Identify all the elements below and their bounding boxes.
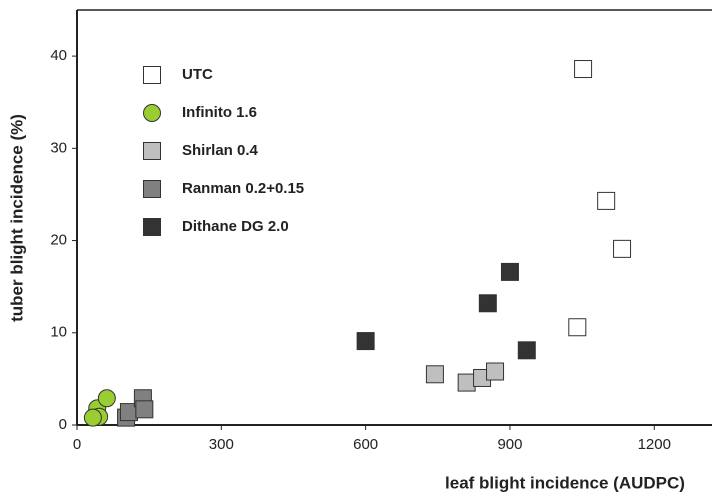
legend-marker [143,142,161,160]
x-axis-label: leaf blight incidence (AUDPC) [445,473,685,492]
y-axis-label: tuber blight incidence (%) [7,114,26,322]
point [425,365,444,384]
legend-label: Shirlan 0.4 [182,142,259,159]
y-tick-label: 10 [50,324,67,341]
legend-label: Ranman 0.2+0.15 [182,180,304,197]
legend-marker [143,218,161,236]
legend-label: Infinito 1.6 [182,104,257,121]
y-tick-label: 20 [50,232,67,249]
legend-label: Dithane DG 2.0 [182,218,289,235]
x-tick-label: 600 [353,436,378,453]
point [356,332,375,351]
y-tick-label: 0 [59,416,67,433]
y-tick-label: 40 [50,47,67,64]
point [613,239,632,258]
x-tick-label: 300 [209,436,234,453]
legend-marker [143,66,161,84]
point [478,294,497,313]
y-tick-label: 30 [50,139,67,156]
point [83,408,102,427]
legend-marker [143,180,161,198]
point [97,389,116,408]
legend-label: UTC [182,66,213,83]
point [574,60,593,79]
point [517,341,536,360]
point [597,191,616,210]
point [500,262,519,281]
x-tick-label: 0 [73,436,81,453]
x-tick-label: 1200 [638,436,671,453]
point [486,362,505,381]
x-tick-label: 900 [497,436,522,453]
point [568,318,587,337]
legend-marker [143,104,161,122]
point [135,400,154,419]
point [457,373,476,392]
